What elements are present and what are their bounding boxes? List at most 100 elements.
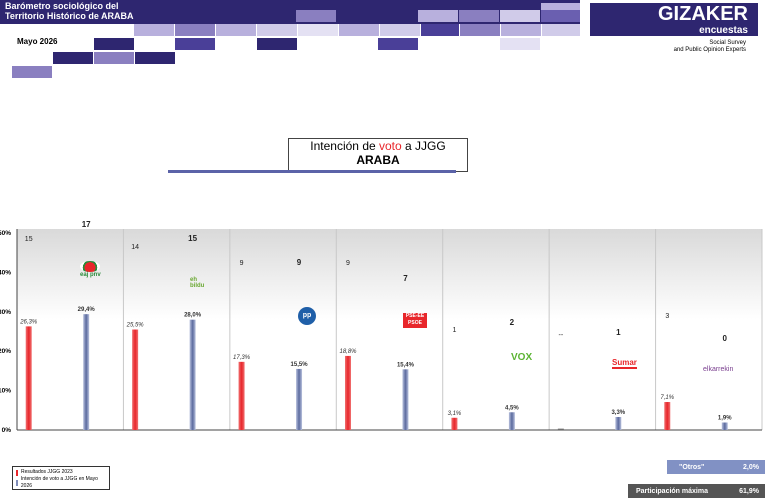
y-tick-label: 0% — [2, 427, 12, 434]
data-label: 29,4% — [78, 307, 96, 313]
participation-box: Participación máxima 61,9% — [628, 484, 765, 498]
data-label: 26,3% — [19, 319, 38, 325]
brand-tagline: Social Survey and Public Opinion Experts — [673, 40, 746, 53]
legend-item-2023: Resultados JJGG 2023 — [16, 469, 106, 476]
deco-tile — [418, 10, 458, 22]
bar-2023 — [664, 402, 671, 430]
bar-2023 — [132, 329, 139, 430]
deco-tile — [298, 24, 338, 36]
data-label: 3,1% — [448, 411, 462, 417]
deco-tile — [541, 3, 581, 10]
category-panel — [442, 229, 550, 430]
data-label: 17,3% — [233, 355, 251, 361]
report-title: Barómetro sociológico del Territorio His… — [5, 1, 134, 21]
seat-label-2026: 1 — [616, 328, 621, 337]
deco-tile — [53, 52, 93, 64]
category-panel — [123, 229, 230, 430]
deco-tile — [378, 38, 418, 50]
data-label: 1,9% — [718, 416, 732, 422]
bar-2023 — [238, 361, 245, 430]
bar-2026 — [402, 369, 409, 430]
deco-tile — [421, 24, 459, 36]
chart-legend: Resultados JJGG 2023 Intención de voto a… — [12, 466, 110, 490]
logo-bildu: eh bildu — [190, 277, 205, 289]
brand-subtitle: encuestas — [590, 25, 758, 36]
seat-label-2023: 9 — [346, 260, 350, 267]
y-tick-label: 20% — [0, 348, 11, 355]
data-label: 25,5% — [126, 323, 145, 329]
bar-2026 — [296, 368, 303, 430]
deco-tile — [501, 24, 541, 36]
y-tick-label: 30% — [0, 309, 11, 316]
deco-tile — [216, 24, 256, 36]
deco-tile — [542, 24, 580, 36]
deco-tile — [257, 38, 297, 50]
seat-label-2026: 9 — [297, 258, 302, 267]
seat-label-2026: 7 — [403, 274, 408, 283]
logo-sumar: Sumar — [612, 358, 637, 369]
seat-label-2023: -- — [559, 332, 564, 339]
title-underline — [168, 170, 456, 173]
bar-2026 — [83, 314, 90, 430]
category-panel — [336, 229, 443, 430]
data-label: 18,8% — [339, 349, 357, 355]
seat-label-2023: 3 — [665, 313, 669, 320]
data-label: 15,4% — [397, 362, 415, 368]
logo-pnv: eaj pnv — [80, 261, 101, 278]
participation-label: Participación máxima — [636, 487, 708, 495]
deco-tile — [94, 52, 134, 64]
category-panel — [655, 229, 762, 430]
seat-label-2026: 0 — [723, 334, 728, 343]
bar-2026 — [508, 412, 515, 430]
deco-tile — [94, 38, 134, 50]
deco-tile — [296, 10, 336, 22]
data-label: 4,5% — [505, 405, 519, 411]
deco-tile — [500, 38, 540, 50]
y-tick-label: 50% — [0, 230, 11, 237]
logo-vox: VOX — [511, 352, 533, 363]
bar-2023 — [344, 355, 351, 430]
bar-2026 — [189, 319, 196, 430]
category-panel — [17, 229, 124, 430]
deco-tile — [134, 24, 174, 36]
deco-tile — [380, 24, 420, 36]
otros-label: "Otros" — [679, 463, 705, 471]
brand-block: GIZAKER encuestas Social Survey and Publ… — [580, 0, 768, 74]
data-label: 7,1% — [660, 395, 674, 401]
otros-box: "Otros" 2,0% — [667, 460, 765, 474]
seat-label-2023: 1 — [452, 327, 456, 334]
deco-tile — [460, 24, 500, 36]
logo-pp: pp — [298, 307, 316, 325]
otros-value: 2,0% — [743, 463, 759, 471]
data-label: 3,3% — [611, 410, 625, 416]
bar-2023 — [25, 326, 32, 430]
seat-label-2023: 14 — [131, 244, 139, 251]
bar-2026 — [615, 416, 622, 430]
deco-tile — [541, 10, 581, 22]
chart-title: Intención de voto a JJGG — [310, 139, 446, 153]
y-tick-label: 40% — [0, 269, 11, 276]
deco-tile — [339, 24, 379, 36]
seat-label-2026: 15 — [188, 234, 197, 243]
seat-label-2023: 9 — [240, 260, 244, 267]
data-label: 15,5% — [291, 362, 309, 368]
category-panel — [549, 229, 656, 430]
deco-tile — [175, 38, 215, 50]
y-tick-label: 10% — [0, 388, 11, 395]
category-panel — [229, 229, 337, 430]
deco-tile — [500, 10, 540, 22]
logo-psoe: PSE-EE PSOE — [403, 313, 427, 328]
seat-label-2026: 17 — [82, 220, 91, 229]
chart-subtitle: ARABA — [356, 153, 400, 167]
deco-tile — [12, 66, 52, 78]
deco-tile — [175, 24, 215, 36]
deco-tile — [135, 52, 175, 64]
bar-2023 — [451, 417, 458, 430]
bar-2026 — [721, 422, 728, 430]
legend-item-2026: Intención de voto a JJGG en Mayo 2026 — [16, 476, 106, 490]
seat-label-2026: 2 — [510, 318, 515, 327]
logo-elkarrekin: elkarrekin — [703, 366, 734, 373]
seat-label-2023: 15 — [25, 236, 33, 243]
brand-logo: GIZAKER — [590, 3, 758, 25]
